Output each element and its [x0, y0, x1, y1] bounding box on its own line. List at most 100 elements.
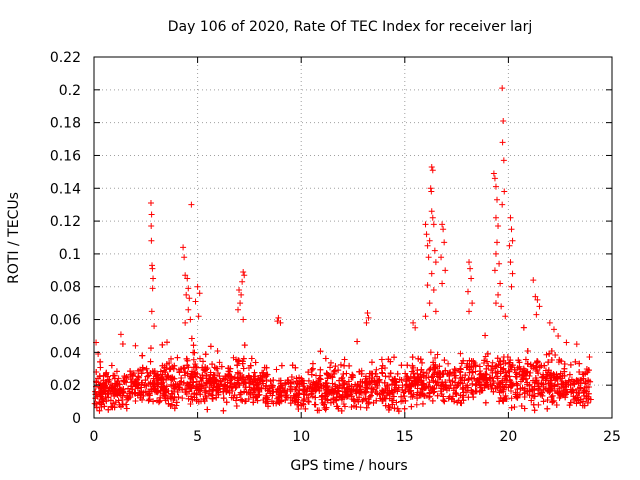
- data-point: [440, 226, 447, 233]
- data-point: [241, 398, 248, 405]
- data-point: [121, 378, 128, 385]
- data-point: [182, 319, 189, 326]
- data-point: [148, 223, 155, 230]
- axis-ticks: [93, 56, 613, 419]
- data-point: [508, 388, 515, 395]
- y-tick-label: 0.22: [50, 50, 81, 66]
- data-point: [242, 384, 249, 391]
- x-tick-label: 10: [292, 429, 310, 445]
- data-point: [264, 371, 271, 378]
- data-point: [445, 395, 452, 402]
- data-point: [316, 375, 323, 382]
- data-point: [485, 362, 492, 369]
- data-point: [241, 342, 248, 349]
- data-point: [466, 259, 473, 266]
- data-point: [422, 313, 429, 320]
- data-point: [305, 398, 312, 405]
- data-point: [132, 342, 139, 349]
- data-point: [508, 379, 515, 386]
- plot-frame: [93, 56, 613, 419]
- data-point: [239, 360, 246, 367]
- data-point: [524, 348, 531, 355]
- data-point: [330, 368, 337, 375]
- data-point: [349, 371, 356, 378]
- data-point: [494, 239, 501, 246]
- data-point: [196, 355, 203, 362]
- data-point: [431, 247, 438, 254]
- data-point: [387, 370, 394, 377]
- data-point: [442, 267, 449, 274]
- data-point: [339, 374, 346, 381]
- data-point: [335, 367, 342, 374]
- data-point: [457, 350, 464, 357]
- data-point: [364, 309, 371, 316]
- data-point: [511, 366, 518, 373]
- data-point: [430, 287, 437, 294]
- data-point: [220, 395, 227, 402]
- data-point: [368, 359, 375, 366]
- data-point: [428, 188, 435, 195]
- y-tick-label: 0.16: [50, 148, 81, 164]
- data-point: [559, 384, 566, 391]
- data-point: [147, 345, 154, 352]
- data-point: [534, 367, 541, 374]
- data-point: [148, 386, 155, 393]
- data-point: [135, 367, 142, 374]
- data-point: [202, 384, 209, 391]
- data-point: [156, 397, 163, 404]
- data-point: [480, 359, 487, 366]
- data-point: [300, 401, 307, 408]
- data-point: [566, 371, 573, 378]
- data-point: [181, 254, 188, 261]
- data-point: [571, 381, 578, 388]
- data-point: [500, 354, 507, 361]
- data-point: [496, 398, 503, 405]
- data-point: [322, 406, 329, 413]
- x-tick-label: 0: [90, 429, 99, 445]
- data-point: [556, 385, 563, 392]
- data-point: [462, 384, 469, 391]
- data-point: [399, 386, 406, 393]
- data-point: [267, 378, 274, 385]
- data-point: [248, 355, 255, 362]
- y-tick-label: 0.12: [50, 214, 81, 230]
- data-point: [176, 379, 183, 386]
- data-point: [175, 394, 182, 401]
- y-tick-label: 0.04: [50, 345, 81, 361]
- data-point: [107, 397, 114, 404]
- data-point: [145, 388, 152, 395]
- data-point: [507, 259, 514, 266]
- data-point: [441, 357, 448, 364]
- data-point: [533, 311, 540, 318]
- data-point: [496, 260, 503, 267]
- data-point: [438, 254, 445, 261]
- data-point: [452, 374, 459, 381]
- data-point: [201, 398, 208, 405]
- data-point: [573, 341, 580, 348]
- data-point: [92, 388, 99, 395]
- data-point: [587, 396, 594, 403]
- data-point: [273, 366, 280, 373]
- data-point: [429, 397, 436, 404]
- data-point: [146, 392, 153, 399]
- data-point: [507, 214, 514, 221]
- data-point: [531, 407, 538, 414]
- data-point: [441, 239, 448, 246]
- data-point: [382, 373, 389, 380]
- data-point: [157, 368, 164, 375]
- data-point: [373, 366, 380, 373]
- data-point: [235, 380, 242, 387]
- data-point: [493, 373, 500, 380]
- data-point: [135, 373, 142, 380]
- data-point: [188, 201, 195, 208]
- data-point: [187, 385, 194, 392]
- data-point: [492, 214, 499, 221]
- data-point: [148, 211, 155, 218]
- data-point: [516, 359, 523, 366]
- data-point: [383, 383, 390, 390]
- data-point: [148, 237, 155, 244]
- data-point: [434, 392, 441, 399]
- data-point: [270, 377, 277, 384]
- data-point: [110, 372, 117, 379]
- data-point: [395, 408, 402, 415]
